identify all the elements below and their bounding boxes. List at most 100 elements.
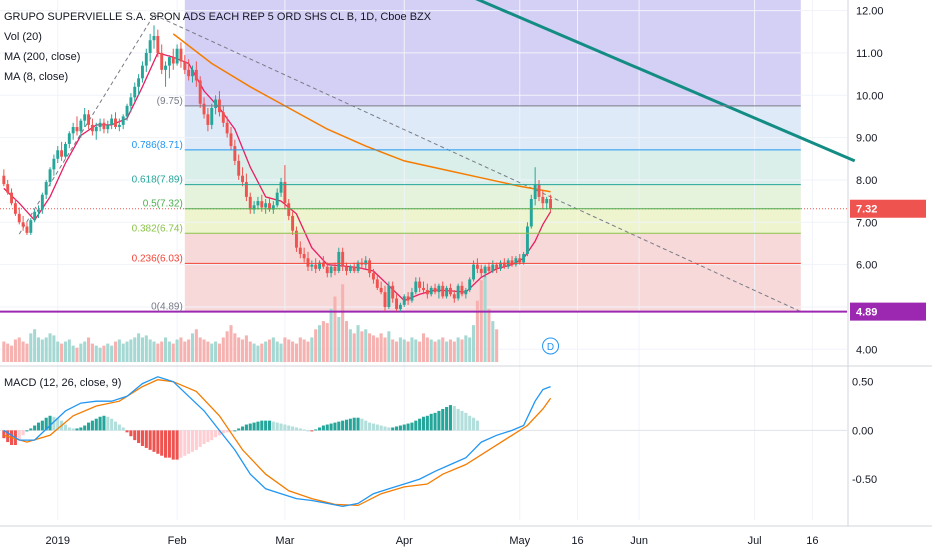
time-tick-label: Mar bbox=[275, 535, 294, 547]
macd-histogram-bar bbox=[63, 424, 67, 431]
volume-bar bbox=[129, 339, 133, 362]
candle bbox=[241, 167, 245, 187]
trendline-solid bbox=[475, 0, 856, 163]
volume-bar bbox=[6, 343, 10, 362]
macd-histogram-bar bbox=[98, 416, 102, 431]
volume-bar bbox=[94, 345, 98, 362]
candle-body bbox=[225, 122, 229, 134]
macd-signal-line bbox=[3, 379, 552, 507]
candle-body bbox=[321, 262, 325, 267]
candle-body bbox=[433, 287, 437, 293]
candle-body bbox=[75, 127, 79, 132]
volume-bar bbox=[87, 337, 91, 362]
indicator-label: Vol (20) bbox=[4, 31, 42, 43]
candle-body bbox=[395, 298, 399, 310]
candle-body bbox=[429, 287, 433, 295]
candle bbox=[206, 107, 210, 132]
candle bbox=[337, 247, 341, 274]
volume-bar bbox=[36, 337, 41, 362]
candle bbox=[445, 285, 449, 299]
macd-histogram-bar bbox=[33, 425, 37, 431]
candle-body bbox=[425, 290, 429, 295]
volume-bar bbox=[83, 341, 87, 362]
volume-bar bbox=[40, 339, 44, 362]
volume-bar bbox=[383, 337, 387, 362]
volume-bar bbox=[318, 325, 322, 362]
candle bbox=[345, 262, 348, 276]
candle-body bbox=[325, 266, 329, 274]
candle-body bbox=[318, 262, 322, 269]
candle bbox=[429, 285, 433, 297]
macd-histogram-bar bbox=[391, 427, 395, 431]
candle-body bbox=[341, 251, 345, 267]
volume-bar bbox=[433, 341, 437, 362]
macd-histogram-bar bbox=[175, 430, 179, 460]
candle bbox=[387, 281, 391, 310]
macd-histogram-bar bbox=[414, 420, 418, 431]
candle-body bbox=[464, 290, 468, 295]
candle-body bbox=[391, 285, 395, 299]
candle bbox=[148, 33, 152, 62]
candle bbox=[56, 146, 60, 164]
macd-histogram-bar bbox=[306, 430, 310, 432]
volume-bar bbox=[325, 323, 329, 362]
volume-bar bbox=[418, 341, 422, 362]
macd-histogram-bar bbox=[156, 430, 160, 454]
volume-bar bbox=[379, 333, 383, 362]
candle-body bbox=[491, 264, 495, 271]
macd-histogram-bar bbox=[337, 421, 341, 431]
candle bbox=[187, 59, 191, 81]
macd-histogram-bar bbox=[418, 418, 422, 431]
candle-body bbox=[63, 143, 67, 157]
indicator-label: MA (200, close) bbox=[4, 51, 80, 63]
volume-bar bbox=[341, 284, 345, 362]
candle-body bbox=[283, 182, 287, 204]
macd-histogram-bar bbox=[433, 412, 437, 431]
level-badge bbox=[850, 302, 926, 321]
volume-bar bbox=[391, 339, 395, 362]
volume-bar bbox=[63, 341, 67, 362]
candle-body bbox=[17, 213, 21, 223]
time-tick-label: Jul bbox=[748, 535, 762, 547]
candle-body bbox=[10, 192, 14, 204]
price-tick-label: 8.00 bbox=[856, 175, 877, 187]
candle-body bbox=[398, 304, 402, 310]
fib-zone bbox=[184, 233, 801, 264]
candle-body bbox=[448, 287, 452, 295]
candle bbox=[452, 290, 456, 303]
candle-body bbox=[468, 279, 472, 291]
volume-bar bbox=[121, 343, 125, 362]
candle bbox=[318, 260, 322, 271]
dividend-marker-label: D bbox=[547, 342, 554, 353]
candle-body bbox=[256, 201, 260, 206]
macd-histogram-bar bbox=[183, 430, 187, 456]
macd-histogram-bar bbox=[40, 420, 44, 431]
candle-body bbox=[418, 281, 422, 288]
volume-bar bbox=[244, 335, 248, 362]
candle-body bbox=[291, 215, 295, 231]
volume-bar bbox=[171, 343, 175, 362]
volume-bar bbox=[406, 341, 410, 362]
candle bbox=[545, 196, 549, 210]
candle-body bbox=[522, 254, 526, 263]
candle-body bbox=[56, 150, 60, 159]
macd-histogram-bar bbox=[194, 430, 198, 450]
macd-histogram-bar bbox=[106, 416, 110, 431]
candle-body bbox=[106, 124, 110, 130]
macd-histogram-bar bbox=[364, 420, 368, 431]
volume-bar bbox=[421, 333, 426, 362]
candle bbox=[179, 42, 183, 68]
candle bbox=[472, 260, 476, 282]
macd-histogram-bar bbox=[325, 424, 329, 431]
candle-body bbox=[44, 182, 48, 195]
volume-bar bbox=[183, 341, 187, 362]
candle bbox=[171, 48, 175, 70]
candle-body bbox=[345, 266, 348, 271]
macd-histogram-bar bbox=[406, 423, 410, 431]
candle-body bbox=[194, 69, 198, 81]
candle bbox=[244, 173, 248, 202]
macd-histogram-bar bbox=[56, 417, 60, 431]
candle-body bbox=[406, 296, 410, 301]
macd-histogram-bar bbox=[36, 422, 41, 431]
